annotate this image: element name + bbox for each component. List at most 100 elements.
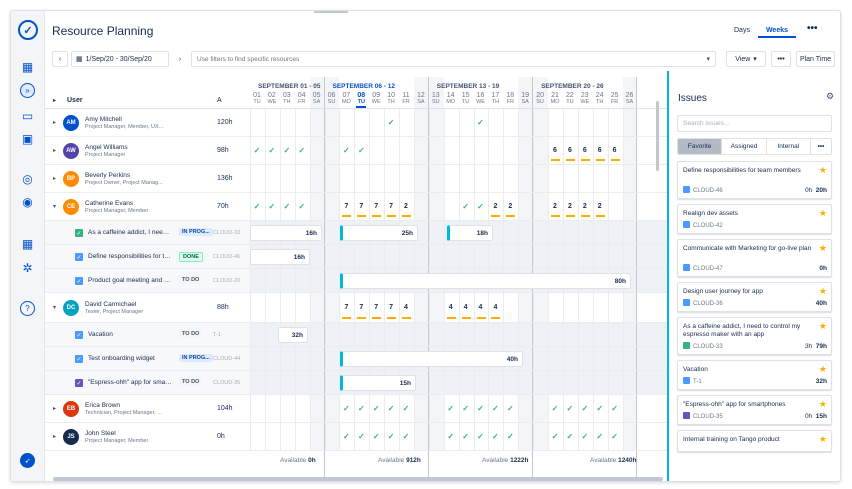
horizontal-scrollbar[interactable]	[53, 477, 663, 481]
task-bar[interactable]: 40h	[340, 351, 523, 367]
task-summary[interactable]: "Espress-ohh" app for smart...	[88, 379, 172, 386]
compass-icon[interactable]: ➶	[20, 453, 35, 468]
user-row[interactable]: ▸ AM Amy Mitchell Project Manager, Member, …	[45, 109, 250, 137]
allocation-count: 2	[553, 203, 557, 210]
apps-icon[interactable]: ▦	[21, 236, 34, 251]
tab-favorite[interactable]: Favorite	[678, 139, 723, 154]
filter-input[interactable]: Use filters to find specific resources ▾	[191, 51, 716, 67]
row-gridline	[250, 292, 667, 293]
task-bar[interactable]: 32h	[278, 327, 308, 343]
day-number: 01	[253, 92, 261, 99]
day-number: 13	[431, 92, 440, 99]
day-name: SU	[431, 99, 440, 105]
toolbar-more-button[interactable]: •••	[771, 51, 791, 67]
user-name[interactable]: John Steel	[85, 430, 116, 437]
tab-days[interactable]: Days	[734, 27, 750, 34]
star-icon[interactable]: ★	[818, 364, 827, 374]
avatar-initials: JS	[67, 434, 75, 440]
view-dropdown-button[interactable]: View ▾	[726, 51, 766, 67]
star-icon[interactable]: ★	[818, 286, 827, 296]
chevron-right-icon[interactable]: ▸	[53, 148, 57, 154]
chevron-right-icon[interactable]: ▸	[53, 434, 57, 440]
chevron-right-icon[interactable]: ▸	[53, 176, 57, 182]
task-row[interactable]: ✓ Test onboarding widget IN PROG... CLOUD-4…	[45, 347, 250, 371]
header-more-button[interactable]: •••	[807, 23, 818, 34]
user-name[interactable]: David Carmichael	[85, 301, 137, 308]
user-row[interactable]: ▾ CE Catherine Evans Project Manager, Membe…	[45, 193, 250, 221]
settings-icon[interactable]: ✲	[22, 260, 33, 275]
task-summary[interactable]: Vacation	[88, 331, 113, 338]
day-name: FR	[506, 99, 514, 105]
task-row[interactable]: ✓ As a caffeine addict, I need to... IN PR…	[45, 221, 250, 245]
issue-card[interactable]: Communicate with Marketing for go-live p…	[677, 239, 832, 277]
task-summary[interactable]: Define responsibilities for te...	[88, 253, 172, 260]
task-summary[interactable]: As a caffeine addict, I need to...	[88, 229, 172, 236]
chevron-right-icon[interactable]: ▸	[53, 406, 57, 412]
app-logo-icon[interactable]: ✓	[18, 20, 38, 40]
issue-card[interactable]: As a caffeine addict, I need to control …	[677, 317, 832, 355]
chevron-down-icon[interactable]: ▾	[53, 305, 57, 311]
prev-button[interactable]: ‹	[52, 51, 68, 67]
user-row[interactable]: ▸ AW Angel Williams Project Manager 98h	[45, 137, 250, 165]
user-name[interactable]: Amy Mitchell	[85, 116, 122, 123]
plan-time-button[interactable]: Plan Time	[796, 51, 835, 67]
user-row[interactable]: ▸ JS John Steel Project Manager, Member 0h	[45, 423, 250, 451]
expand-icon[interactable]: »	[20, 83, 35, 98]
star-icon[interactable]: ★	[818, 321, 827, 331]
task-row[interactable]: ✓ Vacation TO DO T-1	[45, 323, 250, 347]
day-number: 05	[312, 92, 321, 99]
chevron-down-icon[interactable]: ▾	[53, 204, 57, 210]
star-icon[interactable]: ★	[818, 243, 827, 253]
task-bar[interactable]: 18h	[447, 225, 493, 241]
user-name[interactable]: Angel Williams	[85, 144, 128, 151]
user-row[interactable]: ▾ DC David Carmichael Tester, Project Manag…	[45, 293, 250, 323]
user-hours: 104h	[217, 405, 233, 412]
issue-card[interactable]: "Espress-ohh" app for smartphones ★ CLOUD-…	[677, 395, 832, 425]
issue-card[interactable]: Internal training on Tango product ★	[677, 430, 832, 452]
task-summary[interactable]: Product goal meeting and di...	[88, 277, 172, 284]
day-number: 03	[282, 92, 291, 99]
star-icon[interactable]: ★	[818, 434, 827, 444]
team-icon[interactable]: ◉	[22, 194, 33, 209]
folder-icon[interactable]: ▭	[21, 108, 34, 123]
date-range-picker[interactable]: ▦ 1/Sep/20 - 30/Sep/20	[71, 51, 169, 67]
task-summary[interactable]: Test onboarding widget	[88, 355, 155, 362]
task-bar[interactable]: 80h	[340, 273, 631, 289]
task-bar[interactable]: 16h	[250, 249, 310, 265]
gear-icon[interactable]: ⚙	[826, 91, 835, 101]
week-separator	[636, 77, 638, 481]
tab-weeks[interactable]: Weeks	[757, 25, 797, 38]
star-icon[interactable]: ★	[818, 399, 827, 409]
tab-internal[interactable]: Internal	[767, 139, 811, 154]
next-button[interactable]: ›	[172, 51, 188, 67]
day-gridline	[279, 109, 281, 451]
task-row[interactable]: ✓ "Espress-ohh" app for smart... TO DO CLOU…	[45, 371, 250, 395]
calendar-icon[interactable]: ▦	[21, 59, 34, 74]
globe-icon[interactable]: ◎	[22, 171, 33, 186]
user-row[interactable]: ▸ BP Beverly Perkins Project Owner, Project…	[45, 165, 250, 193]
user-name[interactable]: Catherine Evans	[85, 200, 134, 207]
user-name[interactable]: Beverly Perkins	[85, 172, 131, 179]
issue-card[interactable]: Design user journey for app ★ CLOUD-36 40h	[677, 282, 832, 312]
task-bar[interactable]: 16h	[250, 225, 322, 241]
star-icon[interactable]: ★	[818, 208, 827, 218]
task-bar[interactable]: 15h	[340, 375, 416, 391]
report-icon[interactable]: ▣	[21, 131, 34, 146]
task-row[interactable]: ✓ Product goal meeting and di... TO DO CLOU…	[45, 269, 250, 293]
expand-all-icon[interactable]: ▸	[53, 98, 57, 104]
chevron-right-icon[interactable]: ▸	[53, 120, 57, 126]
task-bar[interactable]: 25h	[340, 225, 418, 241]
issue-search-input[interactable]: Search issues...	[677, 115, 832, 132]
user-name[interactable]: Erica Brown	[85, 402, 121, 409]
tab-more[interactable]: •••	[817, 143, 825, 150]
star-icon[interactable]: ★	[818, 165, 827, 175]
status-lozenge: DONE	[179, 252, 203, 262]
issue-card[interactable]: Vacation ★ T-1 32h	[677, 360, 832, 390]
issue-card[interactable]: Realign dev assets ★ CLOUD-42	[677, 204, 832, 234]
issue-card[interactable]: Define responsibilities for team members…	[677, 161, 832, 199]
task-row[interactable]: ✓ Define responsibilities for te... DONE CL…	[45, 245, 250, 269]
vertical-scrollbar[interactable]	[656, 101, 659, 171]
user-row[interactable]: ▸ EB Erica Brown Technician, Project Manage…	[45, 395, 250, 423]
help-icon[interactable]: ?	[20, 301, 35, 316]
tab-assigned[interactable]: Assigned	[722, 139, 767, 154]
